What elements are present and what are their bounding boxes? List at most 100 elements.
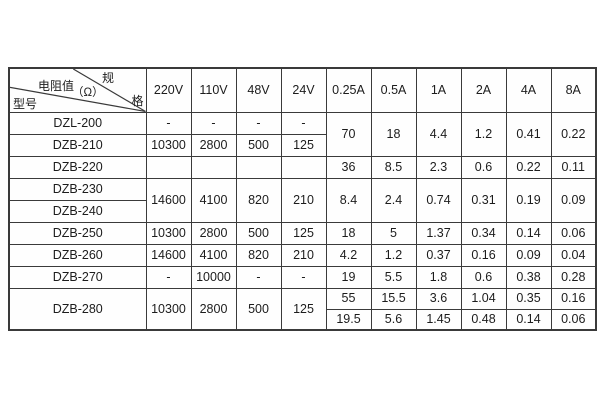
diagonal-lines <box>10 69 145 111</box>
value-cell: 0.74 <box>415 177 462 223</box>
value-cell: 820 <box>235 243 282 267</box>
value-cell: 0.34 <box>460 221 507 245</box>
value-cell: 125 <box>280 133 327 157</box>
value-cell <box>280 155 327 179</box>
value-cell: 2.4 <box>370 177 417 223</box>
col-header-24v: 24V <box>280 67 327 113</box>
table-row: DZB-230 14600 4100 820 210 8.4 2.4 0.74 … <box>8 177 597 223</box>
value-cell: 0.22 <box>550 111 597 157</box>
table-row: DZB-250 10300 2800 500 125 18 5 1.37 0.3… <box>8 221 597 245</box>
row-label: DZL-200 <box>8 111 147 135</box>
value-cell: 820 <box>235 177 282 223</box>
value-cell: 2800 <box>190 221 237 245</box>
value-cell: 10300 <box>145 287 192 331</box>
value-cell: 0.6 <box>460 155 507 179</box>
resistance-spec-table: 规 格 电阻值 （Ω） 型号 220V 110V 48V 24V 0.25A 0… <box>8 67 597 331</box>
col-header-025a: 0.25A <box>325 67 372 113</box>
value-cell: 500 <box>235 221 282 245</box>
table-row: DZB-220 36 8.5 2.3 0.6 0.22 0.11 <box>8 155 597 179</box>
value-cell: 0.6 <box>460 265 507 289</box>
value-cell: 0.09 <box>505 243 552 267</box>
header-row: 规 格 电阻值 （Ω） 型号 220V 110V 48V 24V 0.25A 0… <box>8 67 597 113</box>
value-cell: 0.35 <box>505 287 552 310</box>
value-cell: 3.6 <box>415 287 462 310</box>
value-cell: 210 <box>280 177 327 223</box>
value-cell: 18 <box>370 111 417 157</box>
value-cell: 55 <box>325 287 372 310</box>
value-cell: 18 <box>325 221 372 245</box>
value-cell: 0.19 <box>505 177 552 223</box>
value-cell: 36 <box>325 155 372 179</box>
value-cell: 8.5 <box>370 155 417 179</box>
row-label: DZB-220 <box>8 155 147 179</box>
value-cell: 500 <box>235 133 282 157</box>
resistance-value-label: 电阻值 <box>38 79 75 93</box>
value-cell: 0.09 <box>550 177 597 223</box>
value-cell <box>190 155 237 179</box>
value-cell: 1.37 <box>415 221 462 245</box>
value-cell <box>145 155 192 179</box>
value-cell: 0.11 <box>550 155 597 179</box>
value-cell: 4100 <box>190 243 237 267</box>
row-label: DZB-230 <box>8 177 147 201</box>
value-cell: - <box>145 111 192 135</box>
value-cell: 15.5 <box>370 287 417 310</box>
value-cell: 2800 <box>190 287 237 331</box>
col-header-05a: 0.5A <box>370 67 417 113</box>
value-cell: 0.14 <box>505 308 552 331</box>
value-cell: 0.38 <box>505 265 552 289</box>
table-row: 19.5 5.6 1.45 0.48 0.14 0.06 <box>9 308 597 331</box>
value-cell: 1.2 <box>460 111 507 157</box>
value-cell: 210 <box>280 243 327 267</box>
value-cell: 4.4 <box>415 111 462 157</box>
col-header-8a: 8A <box>550 67 597 113</box>
table-row: DZB-210 10300 2800 500 125 <box>8 133 596 157</box>
value-cell: - <box>235 111 282 135</box>
col-header-2a: 2A <box>460 67 507 113</box>
value-cell: 0.37 <box>415 243 462 267</box>
value-cell: 1.2 <box>370 243 417 267</box>
row-label: DZB-270 <box>8 265 147 289</box>
value-cell: 1.8 <box>415 265 462 289</box>
value-cell: 4.2 <box>325 243 372 267</box>
value-cell: 5.5 <box>370 265 417 289</box>
value-cell: - <box>280 265 327 289</box>
value-cell: 2.3 <box>415 155 462 179</box>
value-cell: 0.06 <box>550 308 597 331</box>
value-cell: 10300 <box>145 221 192 245</box>
value-cell: - <box>145 265 192 289</box>
value-cell: 0.16 <box>550 287 597 310</box>
value-cell: 14600 <box>145 243 192 267</box>
value-cell: 10000 <box>190 265 237 289</box>
value-cell: 19.5 <box>325 308 372 331</box>
value-cell: 5.6 <box>370 308 417 331</box>
value-cell: 10300 <box>145 133 192 157</box>
value-cell: 8.4 <box>325 177 372 223</box>
value-cell: 19 <box>325 265 372 289</box>
value-cell: 5 <box>370 221 417 245</box>
value-cell: - <box>235 265 282 289</box>
value-cell: - <box>280 111 327 135</box>
value-cell: 70 <box>325 111 372 157</box>
table-row: DZB-260 14600 4100 820 210 4.2 1.2 0.37 … <box>8 243 597 267</box>
col-header-110v: 110V <box>190 67 237 113</box>
value-cell: 1.45 <box>415 308 462 331</box>
spec-axis-label-top: 规 <box>102 71 115 85</box>
col-header-48v: 48V <box>235 67 282 113</box>
value-cell: 0.16 <box>460 243 507 267</box>
value-cell: - <box>190 111 237 135</box>
row-label: DZB-280 <box>8 287 147 331</box>
table-row: DZL-200 - - - - 70 18 4.4 1.2 0.41 0.22 <box>8 111 597 157</box>
table-row: DZB-280 10300 2800 500 125 55 15.5 3.6 1… <box>8 287 597 331</box>
value-cell: 0.48 <box>460 308 507 331</box>
row-label: DZB-260 <box>8 243 147 267</box>
resistance-unit-label: （Ω） <box>72 87 104 99</box>
value-cell: 125 <box>280 287 327 331</box>
model-axis-label: 型号 <box>13 97 38 111</box>
value-cell: 500 <box>235 287 282 331</box>
corner-header-cell: 规 格 电阻值 （Ω） 型号 <box>8 67 147 113</box>
row-label: DZB-210 <box>8 133 147 157</box>
value-cell: 0.31 <box>460 177 507 223</box>
value-cell: 14600 <box>145 177 192 223</box>
